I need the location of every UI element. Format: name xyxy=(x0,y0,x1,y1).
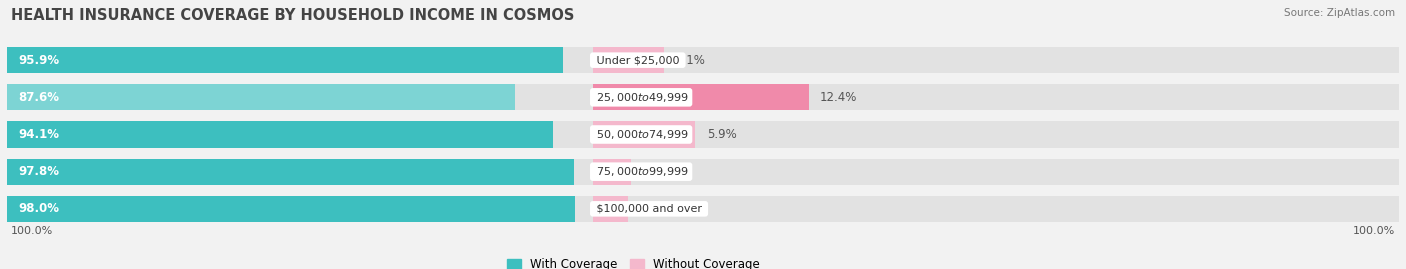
Text: 100.0%: 100.0% xyxy=(10,226,53,236)
Text: $75,000 to $99,999: $75,000 to $99,999 xyxy=(593,165,689,178)
Bar xyxy=(593,122,696,147)
Bar xyxy=(7,196,575,222)
Text: 4.1%: 4.1% xyxy=(676,54,706,67)
Bar xyxy=(7,159,1399,185)
Bar xyxy=(7,196,1399,222)
Text: 98.0%: 98.0% xyxy=(18,202,59,215)
Text: HEALTH INSURANCE COVERAGE BY HOUSEHOLD INCOME IN COSMOS: HEALTH INSURANCE COVERAGE BY HOUSEHOLD I… xyxy=(11,8,575,23)
Bar xyxy=(593,84,808,110)
Bar xyxy=(7,47,564,73)
Bar xyxy=(7,122,553,147)
Text: 95.9%: 95.9% xyxy=(18,54,59,67)
Bar xyxy=(593,196,627,222)
Bar xyxy=(7,159,574,185)
Bar xyxy=(7,47,1399,73)
Bar xyxy=(7,84,515,110)
Bar xyxy=(593,47,664,73)
Text: Under $25,000: Under $25,000 xyxy=(593,55,683,65)
Text: $25,000 to $49,999: $25,000 to $49,999 xyxy=(593,91,689,104)
Legend: With Coverage, Without Coverage: With Coverage, Without Coverage xyxy=(502,253,765,269)
Bar xyxy=(593,159,631,185)
Text: 87.6%: 87.6% xyxy=(18,91,59,104)
Text: 94.1%: 94.1% xyxy=(18,128,59,141)
Bar xyxy=(7,84,1399,110)
Text: Source: ZipAtlas.com: Source: ZipAtlas.com xyxy=(1284,8,1395,18)
Text: 2.2%: 2.2% xyxy=(643,165,672,178)
Text: 12.4%: 12.4% xyxy=(820,91,858,104)
Text: 100.0%: 100.0% xyxy=(1353,226,1396,236)
Text: 97.8%: 97.8% xyxy=(18,165,59,178)
Text: 5.9%: 5.9% xyxy=(707,128,737,141)
Text: $100,000 and over: $100,000 and over xyxy=(593,204,706,214)
Text: 2.0%: 2.0% xyxy=(640,202,669,215)
Bar xyxy=(7,122,1399,147)
Text: $50,000 to $74,999: $50,000 to $74,999 xyxy=(593,128,689,141)
